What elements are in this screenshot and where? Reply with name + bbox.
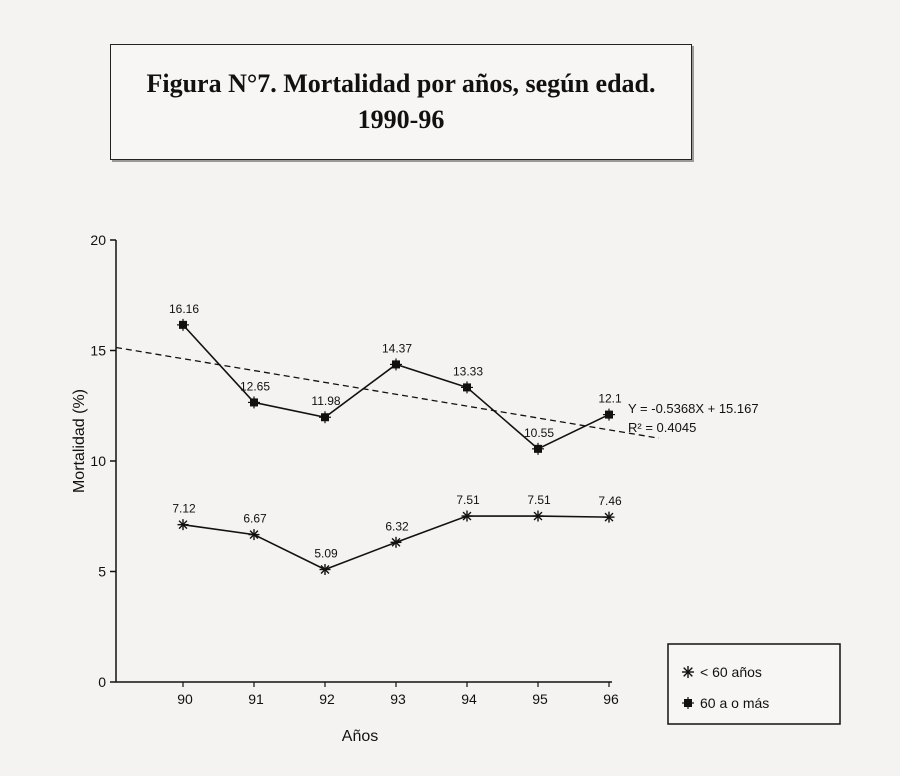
trendline-r-squared: R² = 0.4045 bbox=[628, 420, 696, 435]
x-axis-title: Años bbox=[342, 728, 378, 745]
asterisk-stroke bbox=[320, 565, 330, 574]
data-point bbox=[461, 510, 473, 522]
data-label: 10.55 bbox=[524, 426, 554, 440]
data-point bbox=[390, 358, 402, 371]
figure-title-line-2: 1990-96 bbox=[357, 105, 445, 134]
data-point bbox=[532, 442, 544, 455]
y-axis-title: Mortalidad (%) bbox=[71, 389, 88, 493]
asterisk-stroke bbox=[683, 667, 693, 677]
data-label: 12.65 bbox=[240, 379, 270, 393]
data-point bbox=[603, 408, 615, 421]
data-point bbox=[319, 564, 331, 576]
x-tick-label: 94 bbox=[461, 691, 477, 707]
legend-box bbox=[667, 643, 841, 725]
x-tick-label: 95 bbox=[532, 691, 548, 707]
trendline-group bbox=[115, 346, 659, 439]
data-labels-group: 7.12 6.67 5.09 6.32 7.51 7.51 7.46 16.16 12.65 11… bbox=[169, 302, 622, 561]
y-tick-label: 5 bbox=[98, 564, 106, 580]
y-tick-label: 15 bbox=[90, 343, 106, 359]
asterisk-stroke bbox=[533, 511, 543, 521]
data-label: 7.51 bbox=[527, 493, 551, 507]
y-tick-label: 0 bbox=[98, 674, 106, 690]
asterisk-stroke bbox=[604, 512, 614, 522]
data-label: 5.09 bbox=[314, 547, 338, 561]
legend: < 60 años 60 a o más bbox=[667, 643, 841, 725]
data-label: 6.67 bbox=[243, 512, 267, 526]
data-point bbox=[390, 536, 402, 548]
data-point bbox=[603, 511, 615, 523]
legend-asterisk bbox=[682, 666, 694, 678]
data-label: 7.46 bbox=[598, 494, 622, 508]
data-point bbox=[248, 396, 260, 409]
data-label: 14.37 bbox=[382, 341, 412, 355]
data-point bbox=[177, 318, 189, 331]
y-tick-label: 10 bbox=[90, 453, 106, 469]
legend-marker-60-plus bbox=[682, 697, 694, 709]
legend-square bbox=[682, 697, 694, 709]
data-label: 12.1 bbox=[598, 392, 622, 406]
x-tick-label: 90 bbox=[177, 691, 193, 707]
asterisk-stroke bbox=[178, 520, 188, 530]
figure-title-line-1: Figura N°7. Mortalidad por años, según e… bbox=[146, 69, 656, 98]
chart-axes: 0 5 10 15 20 90 91 92 93 94 95 96 bbox=[90, 232, 619, 707]
data-point bbox=[177, 519, 189, 531]
series-group bbox=[177, 318, 615, 576]
x-tick-label: 91 bbox=[248, 691, 264, 707]
trendline bbox=[115, 346, 659, 439]
asterisk-stroke bbox=[391, 537, 401, 547]
data-label: 11.98 bbox=[311, 394, 340, 408]
legend-label-under-60: < 60 años bbox=[700, 664, 762, 680]
data-point bbox=[248, 529, 260, 541]
figure-title-box: Figura N°7. Mortalidad por años, según e… bbox=[110, 44, 692, 160]
asterisk-stroke bbox=[249, 530, 259, 540]
x-tick-label: 96 bbox=[603, 691, 619, 707]
x-tick-label: 93 bbox=[390, 691, 406, 707]
legend-label-60-plus: 60 a o más bbox=[700, 695, 769, 711]
x-tick-label: 92 bbox=[319, 691, 335, 707]
data-label: 6.32 bbox=[385, 519, 409, 533]
data-point bbox=[461, 381, 473, 394]
data-point bbox=[319, 411, 331, 424]
data-point bbox=[532, 510, 544, 522]
data-label: 13.33 bbox=[453, 364, 483, 378]
data-label: 7.51 bbox=[456, 493, 480, 507]
data-label: 16.16 bbox=[169, 302, 199, 316]
trendline-equation: Y = -0.5368X + 15.167 bbox=[628, 401, 759, 416]
legend-marker-under-60 bbox=[682, 666, 694, 678]
data-label: 7.12 bbox=[172, 502, 196, 516]
y-tick-label: 20 bbox=[90, 232, 106, 248]
asterisk-stroke bbox=[462, 511, 472, 521]
